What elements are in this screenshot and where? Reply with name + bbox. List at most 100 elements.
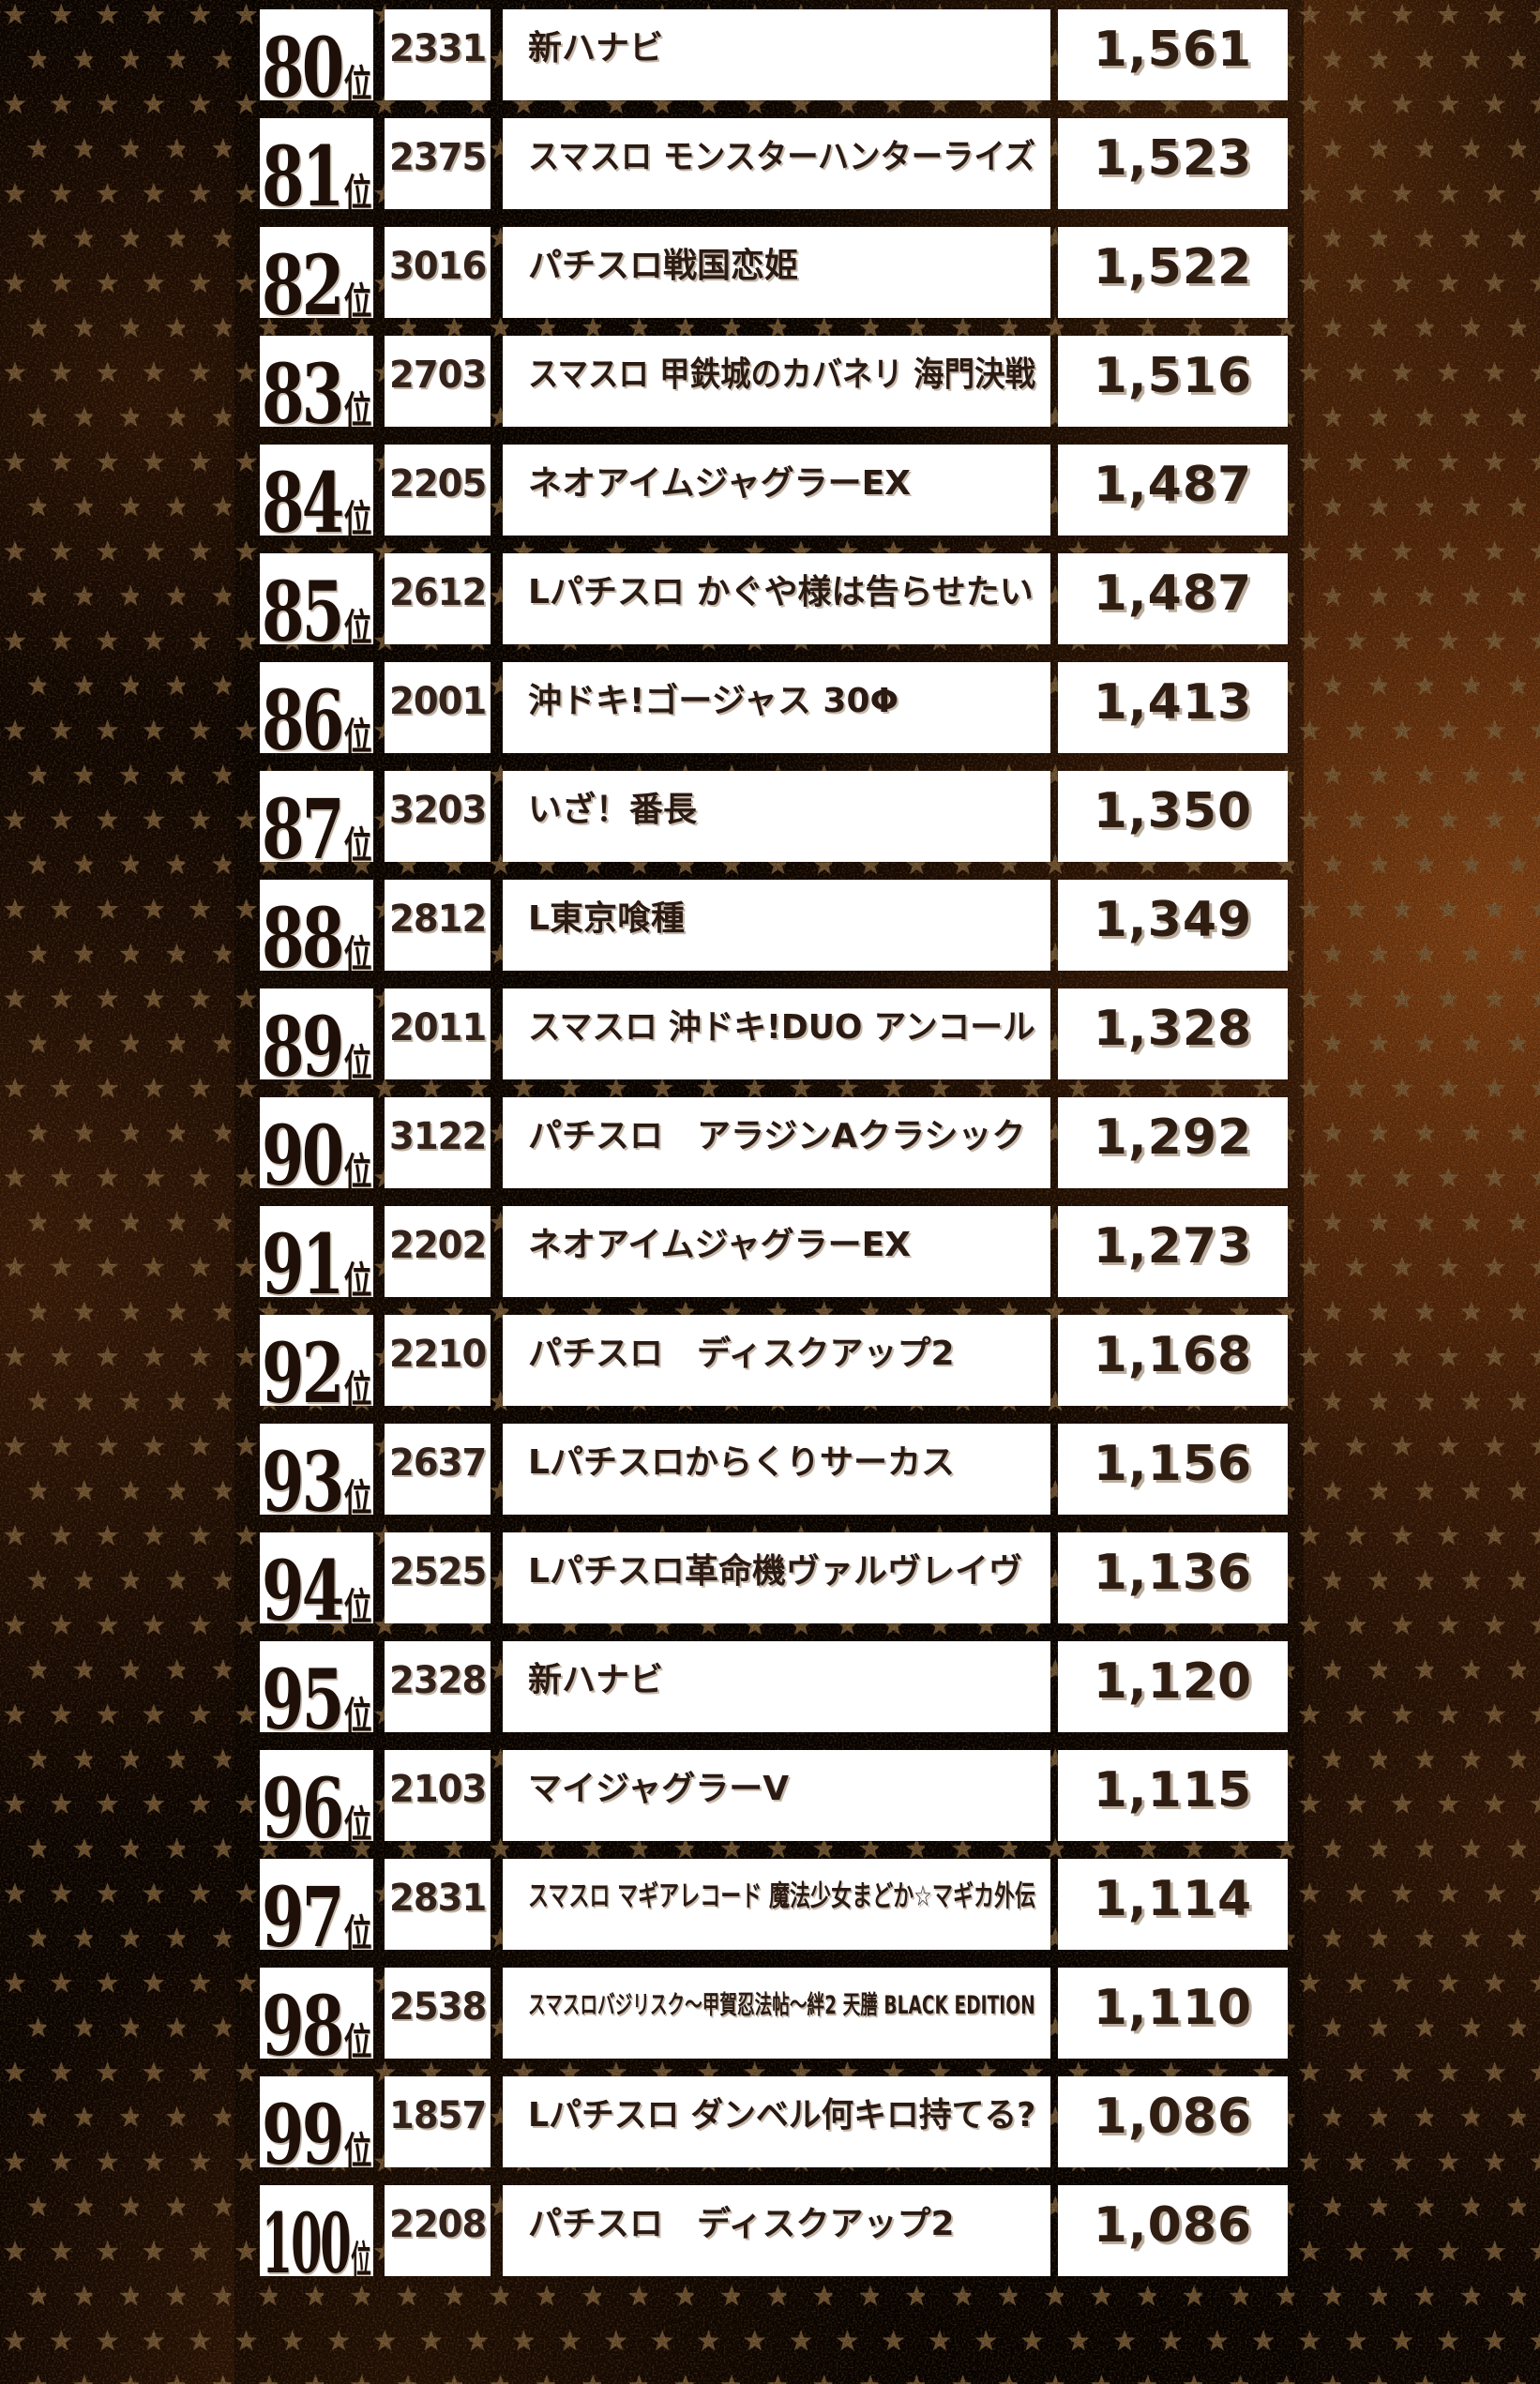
machine-number-cell: 2103 (385, 1750, 491, 1841)
machine-name: ネオアイムジャグラーEX (528, 463, 912, 503)
rank-number: 91 (261, 1215, 344, 1297)
machine-name-cell: パチスロ戦国恋姫 (503, 227, 1050, 318)
rank-cell: 82位 (260, 227, 373, 318)
machine-name-cell: スマスロ 甲鉄城のカバネリ 海門決戦 (503, 336, 1050, 427)
rank-number: 87 (261, 780, 344, 862)
rank-text: 98位 (262, 1984, 371, 2059)
value-cell: 1,350 (1058, 771, 1288, 862)
rank-text: 93位 (262, 1441, 371, 1515)
value-cell: 1,328 (1058, 988, 1288, 1079)
rank-text: 82位 (262, 244, 371, 318)
value-cell: 1,156 (1058, 1424, 1288, 1515)
machine-name-cell: 沖ドキ!ゴージャス 30Φ (503, 662, 1050, 753)
machine-number-cell: 3016 (385, 227, 491, 318)
rank-text: 94位 (262, 1549, 371, 1623)
machine-name: スマスロ 甲鉄城のカバネリ 海門決戦 (528, 355, 1035, 394)
rank-unit-label: 位 (343, 171, 372, 210)
rank-unit-label: 位 (343, 1694, 372, 1733)
rank-text: 80位 (262, 26, 371, 100)
machine-name-cell: L東京喰種 (503, 880, 1050, 971)
ranking-row: 96位 2103 マイジャグラーV 1,115 (0, 1750, 1540, 1841)
rank-unit-label: 位 (343, 2020, 372, 2060)
ranking-row: 83位 2703 スマスロ 甲鉄城のカバネリ 海門決戦 1,516 (0, 336, 1540, 427)
machine-number: 2538 (388, 1984, 487, 2029)
rank-cell: 80位 (260, 9, 373, 100)
rank-number: 84 (261, 454, 344, 536)
machine-number-cell: 2202 (385, 1206, 491, 1297)
rank-unit-label: 位 (343, 1911, 372, 1951)
rank-cell: 85位 (260, 553, 373, 644)
value-number: 1,328 (1093, 1000, 1253, 1057)
machine-name: 沖ドキ!ゴージャス 30Φ (528, 681, 899, 720)
value-number: 1,522 (1093, 238, 1253, 295)
rank-cell: 94位 (260, 1532, 373, 1623)
machine-number-cell: 2210 (385, 1315, 491, 1406)
machine-number-cell: 2001 (385, 662, 491, 753)
value-cell: 1,110 (1058, 1968, 1288, 2059)
machine-number-cell: 2208 (385, 2185, 491, 2276)
machine-number: 2328 (388, 1658, 487, 1702)
ranking-row: 90位 3122 パチスロ アラジンAクラシック 1,292 (0, 1097, 1540, 1188)
value-number: 1,516 (1093, 347, 1253, 404)
rank-text: 95位 (262, 1658, 371, 1732)
machine-number: 2812 (388, 897, 487, 941)
rank-cell: 92位 (260, 1315, 373, 1406)
machine-name-cell: ネオアイムジャグラーEX (503, 445, 1050, 536)
machine-name-cell: いざ！番長 (503, 771, 1050, 862)
rank-unit-label: 位 (343, 62, 372, 101)
machine-name-cell: Lパチスロ かぐや様は告らせたい (503, 553, 1050, 644)
rank-cell: 90位 (260, 1097, 373, 1188)
rank-number: 85 (261, 563, 344, 644)
value-cell: 1,086 (1058, 2076, 1288, 2167)
machine-number: 2703 (388, 353, 487, 397)
value-number: 1,156 (1093, 1435, 1253, 1492)
machine-number-cell: 2205 (385, 445, 491, 536)
value-number: 1,136 (1093, 1544, 1253, 1601)
value-number: 1,350 (1093, 782, 1253, 839)
rank-text: 86位 (262, 679, 371, 753)
value-cell: 1,114 (1058, 1859, 1288, 1950)
machine-name: パチスロ アラジンAクラシック (528, 1116, 1026, 1155)
machine-number: 3016 (388, 244, 487, 288)
ranking-row: 95位 2328 新ハナビ 1,120 (0, 1641, 1540, 1732)
machine-number-cell: 2525 (385, 1532, 491, 1623)
machine-name: Lパチスロ ダンベル何キロ持てる? (528, 2095, 1036, 2135)
machine-name: 新ハナビ (528, 1660, 664, 1699)
machine-number: 2612 (388, 570, 487, 614)
rank-text: 97位 (262, 1876, 371, 1950)
ranking-row: 100位 2208 パチスロ ディスクアップ2 1,086 (0, 2185, 1540, 2276)
machine-number: 3203 (388, 788, 487, 832)
rank-number: 82 (261, 236, 344, 318)
ranking-row: 99位 1857 Lパチスロ ダンベル何キロ持てる? 1,086 (0, 2076, 1540, 2167)
machine-name: Lパチスロ革命機ヴァルヴレイヴ (528, 1551, 1022, 1591)
machine-name-cell: パチスロ ディスクアップ2 (503, 1315, 1050, 1406)
value-number: 1,413 (1093, 673, 1253, 731)
rank-number: 94 (261, 1542, 344, 1623)
rank-cell: 99位 (260, 2076, 373, 2167)
rank-unit-label: 位 (351, 2238, 371, 2277)
value-number: 1,487 (1093, 456, 1253, 513)
value-cell: 1,349 (1058, 880, 1288, 971)
rank-unit-label: 位 (343, 1803, 372, 1842)
rank-number: 81 (261, 128, 344, 209)
rank-text: 90位 (262, 1114, 371, 1188)
value-cell: 1,522 (1058, 227, 1288, 318)
rank-unit-label: 位 (343, 1367, 372, 1407)
machine-number-cell: 2328 (385, 1641, 491, 1732)
value-cell: 1,086 (1058, 2185, 1288, 2276)
rank-cell: 97位 (260, 1859, 373, 1950)
ranking-row: 84位 2205 ネオアイムジャグラーEX 1,487 (0, 445, 1540, 536)
rank-text: 85位 (262, 570, 371, 644)
rank-text: 84位 (262, 461, 371, 536)
rank-cell: 95位 (260, 1641, 373, 1732)
rank-unit-label: 位 (343, 388, 372, 428)
machine-name: 新ハナビ (528, 28, 664, 68)
machine-name: L東京喰種 (528, 898, 685, 938)
value-cell: 1,120 (1058, 1641, 1288, 1732)
value-number: 1,523 (1093, 129, 1253, 187)
rank-unit-label: 位 (343, 1476, 372, 1516)
value-number: 1,110 (1093, 1979, 1253, 2036)
rank-unit-label: 位 (343, 1259, 372, 1298)
machine-name: Lパチスロ かぐや様は告らせたい (528, 572, 1034, 611)
